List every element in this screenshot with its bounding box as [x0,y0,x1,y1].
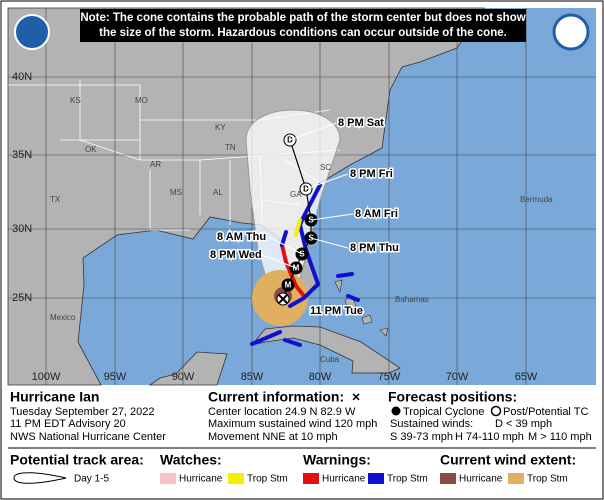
point-letter: M [293,264,300,273]
swatch [508,473,524,484]
swatch [160,473,176,484]
warnings [250,183,360,347]
swatch [303,473,319,484]
forecast-label: 8 AM Thu [217,231,266,243]
wind-d: D < 39 mph [495,418,552,430]
warning-hurricane: Hurricane [322,474,366,485]
track-title: Potential track area: [10,452,144,468]
forecast-title: Forecast positions: [388,389,517,405]
date: Tuesday September 27, 2022 [10,406,155,418]
wind-h: H 74-110 mph [455,431,524,443]
map-labels: 40N 35N 30N 25N 100W 95W 90W 85W 80W 75W 70W 65W KS M… [12,71,553,383]
leader-line [310,213,354,221]
location: Center location 24.9 N 82.9 W [208,406,356,418]
lon-label: 65W [515,371,538,383]
sustained-label: Sustained winds: [390,418,473,430]
movement: Movement NNE at 10 mph [208,431,338,443]
lon-label: 95W [104,371,127,383]
warning-trop: Trop Stm [387,474,428,485]
wind-m: M > 110 mph [528,431,592,443]
swatch [368,473,384,484]
place-label: Cuba [320,355,340,364]
watches-title: Watches: [160,452,222,468]
place-label: KY [215,123,226,132]
advisory: 11 PM EDT Advisory 20 [10,418,126,430]
post-icon [490,405,502,417]
watch-trop: Trop Stm [247,474,288,485]
place-label: TX [50,195,61,204]
leader-line [305,173,349,190]
current-title: Current information: [208,389,344,405]
watch-hurricane: Hurricane [179,474,223,485]
forecast-label: 8 PM Wed [210,249,262,261]
note: Note: The cone contains the probable pat… [80,9,526,42]
forecast-label: 8 PM Fri [350,168,393,180]
forecast-label: 8 AM Fri [355,208,398,220]
warnings-title: Warnings: [303,452,371,468]
current-symbol: × [352,389,360,405]
place-label: AR [150,160,161,169]
wind-hurricane: Hurricane [459,474,503,485]
track-days: Day 1-5 [74,474,109,485]
place-label: MS [170,188,182,197]
forecast-label: 11 PM Tue [310,305,363,317]
leader-line [261,254,297,269]
place-label: KS [70,96,81,105]
place-label: TN [225,143,236,152]
lat-label: 25N [12,292,32,304]
cone [245,109,341,301]
place-label: OK [85,145,97,154]
current-position [276,292,290,306]
place-label: Mexico [50,313,76,322]
wind: Maximum sustained wind 120 mph [208,418,377,430]
lon-label: 90W [172,371,195,383]
lon-label: 85W [241,371,264,383]
nws-logo [552,13,590,51]
cone-icon [13,472,67,484]
point-letter: S [299,250,305,259]
wind-trop: Trop Stm [527,474,568,485]
bahamas [334,279,389,337]
storm-name: Hurricane Ian [10,389,99,405]
place-label: GA [290,190,302,199]
place-label: SC [320,163,331,172]
center-name: NWS National Hurricane Center [10,431,166,443]
tropical-label: Tropical Cyclone [403,406,485,418]
post-label: Post/Potential TC [503,406,588,418]
lon-label: 100W [32,371,61,383]
yucatan [148,351,228,386]
leader-line [268,236,303,255]
lon-label: 75W [378,371,401,383]
wind-title: Current wind extent: [440,452,576,468]
lat-label: 30N [12,223,32,235]
noaa-logo [14,14,50,50]
lat-label: 40N [12,71,32,83]
leader-line [289,122,337,141]
swatch [440,473,456,484]
swatch [228,473,244,484]
place-label: Bahamas [395,295,429,304]
lon-label: 80W [309,371,332,383]
place-label: MO [135,96,148,105]
place-label: AL [213,188,223,197]
leader-line [310,237,349,249]
wind-s: S 39-73 mph [390,431,453,443]
forecast-label: 8 PM Sat [338,117,384,129]
tc-icon [391,406,401,416]
lon-label: 70W [446,371,469,383]
place-label: Bermuda [520,195,553,204]
forecast-label: 8 PM Thu [350,242,399,254]
lat-label: 35N [12,149,32,161]
point-letter: M [285,281,292,290]
forecast-point [281,278,295,292]
